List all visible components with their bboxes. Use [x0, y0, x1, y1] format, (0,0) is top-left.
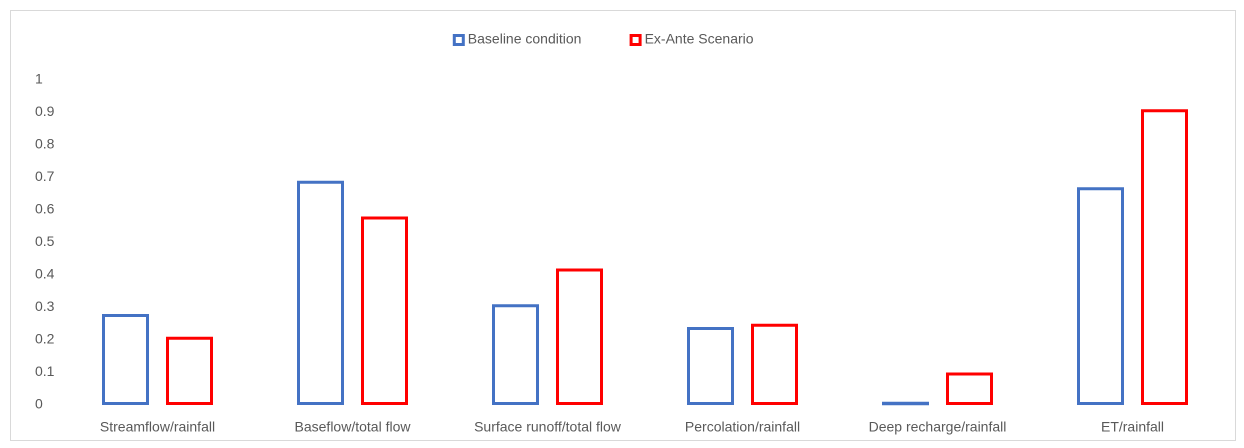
- bar: [492, 304, 539, 405]
- bar: [297, 180, 344, 405]
- legend-swatch: [452, 34, 465, 46]
- y-tick-label: 0: [35, 396, 43, 412]
- x-tick-label: Deep recharge/rainfall: [869, 419, 1007, 435]
- y-tick-label: 1: [35, 71, 43, 87]
- x-tick-label: Baseflow/total flow: [295, 419, 412, 435]
- x-tick-label: Streamflow/rainfall: [100, 419, 215, 435]
- bar: [751, 323, 798, 405]
- bar: [882, 401, 929, 406]
- bar: [1141, 109, 1188, 405]
- bar: [1077, 187, 1124, 405]
- bar: [102, 314, 149, 405]
- legend-label: Ex-Ante Scenario: [645, 31, 754, 47]
- bar: [946, 372, 993, 405]
- y-tick-label: 0.9: [35, 103, 55, 119]
- legend-label: Baseline condition: [468, 31, 582, 47]
- x-tick-label: ET/rainfall: [1101, 419, 1164, 435]
- bar: [166, 336, 213, 405]
- x-tick-label: Percolation/rainfall: [685, 419, 800, 435]
- y-tick-label: 0.1: [35, 363, 55, 379]
- y-tick-label: 0.5: [35, 233, 55, 249]
- y-tick-label: 0.2: [35, 331, 55, 347]
- y-tick-label: 0.3: [35, 298, 55, 314]
- chart-frame: [10, 10, 1236, 441]
- y-tick-label: 0.7: [35, 168, 55, 184]
- bar: [556, 268, 603, 405]
- y-tick-label: 0.8: [35, 136, 55, 152]
- x-tick-label: Surface runoff/total flow: [474, 419, 622, 435]
- y-tick-label: 0.4: [35, 266, 55, 282]
- legend-swatch: [629, 34, 642, 46]
- y-tick-label: 0.6: [35, 201, 55, 217]
- bar: [687, 327, 734, 405]
- bar: [361, 216, 408, 405]
